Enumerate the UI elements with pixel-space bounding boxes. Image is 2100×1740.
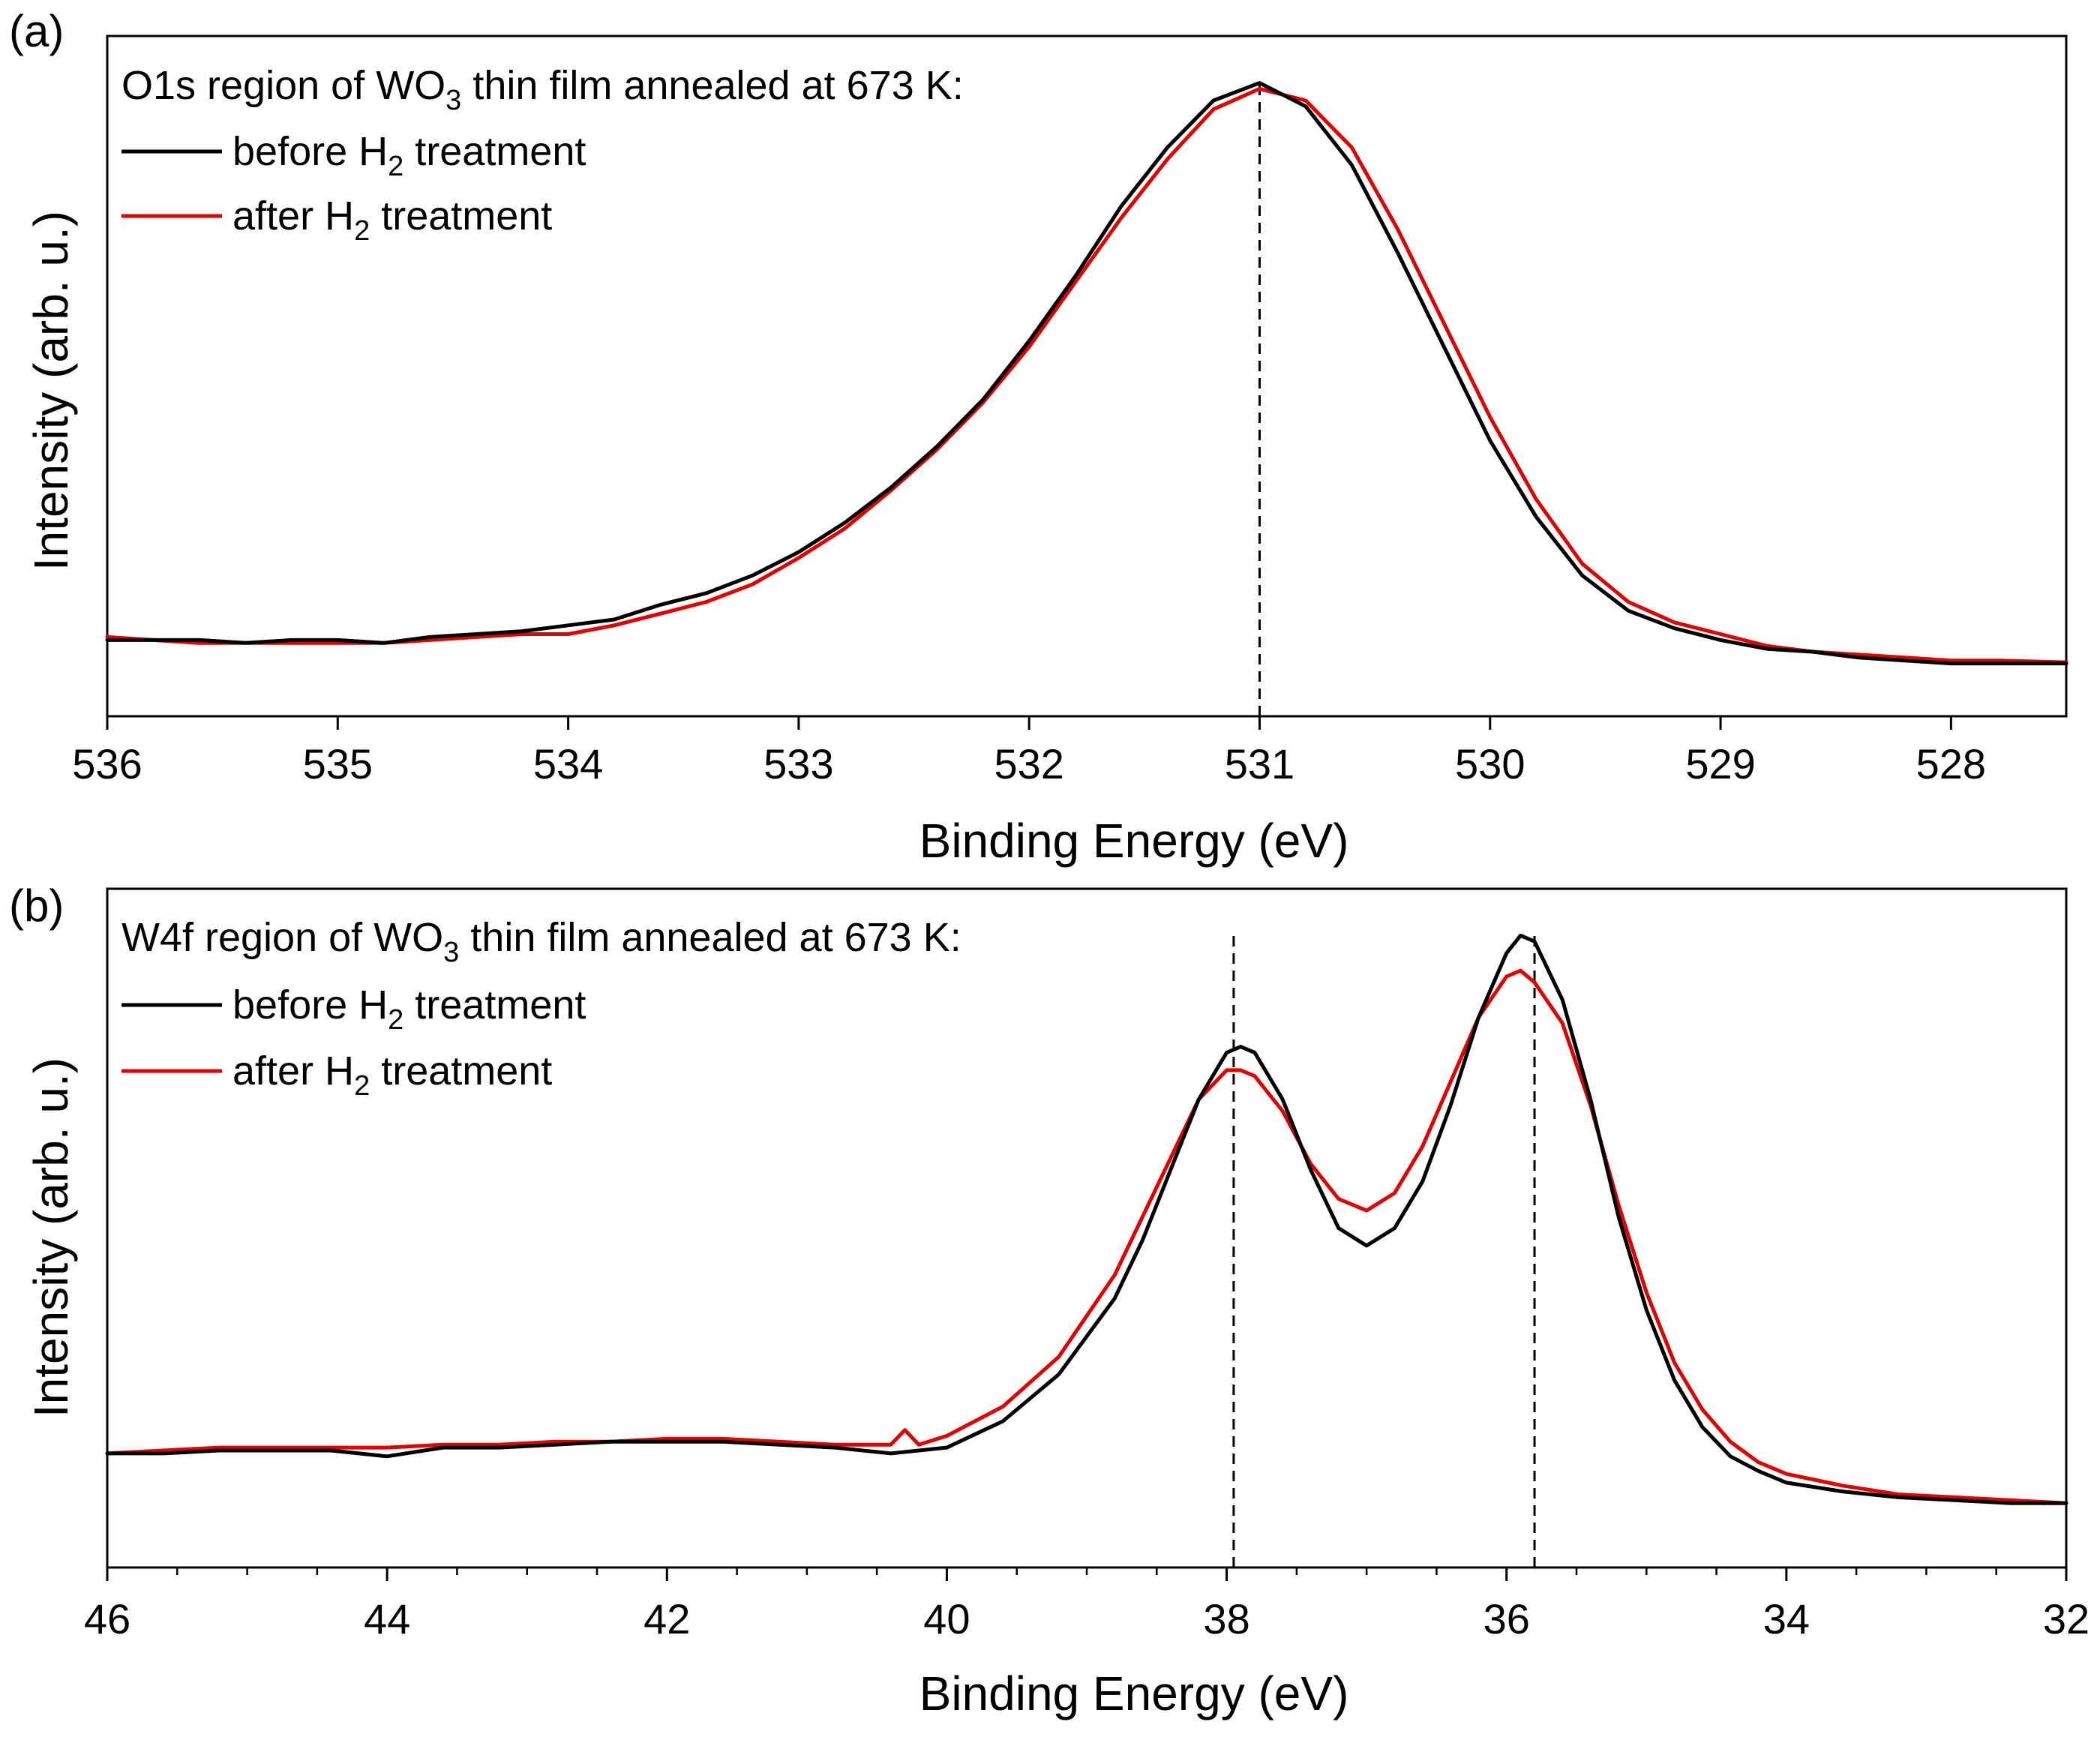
x-tick-label: 530 — [1455, 740, 1525, 788]
plot-frame — [106, 34, 2068, 718]
y-axis-label: Intensity (arb. u.) — [24, 1058, 78, 1418]
x-tick-label: 531 — [1225, 740, 1294, 788]
series-before — [105, 933, 2068, 1505]
x-axis-ticks: 536 535 534 533 532 531 530 529 528 — [72, 716, 1986, 788]
x-tick-label: 536 — [72, 740, 142, 788]
legend-label-before: before H2 treatment — [232, 129, 586, 182]
x-tick-label: 36 — [1484, 1595, 1530, 1642]
x-tick-label: 46 — [84, 1595, 130, 1642]
y-axis-label: Intensity (arb. u.) — [24, 211, 78, 571]
x-axis-label: Binding Energy (eV) — [920, 814, 1349, 868]
series-group — [105, 933, 2068, 1505]
x-axis-ticks: 46 44 42 40 38 36 34 32 — [84, 1568, 2090, 1642]
plot-frame — [106, 887, 2068, 1569]
legend-label-after: after H2 treatment — [232, 194, 552, 247]
panel-a: (a) 536 535 534 533 532 531 530 529 528 O1s regi… — [9, 6, 2068, 868]
plot-title: O1s region of WO3 thin film annealed at … — [122, 63, 964, 116]
x-tick-label: 528 — [1916, 740, 1986, 788]
panel-label: (a) — [9, 6, 64, 56]
series-before — [105, 81, 2068, 666]
series-group — [105, 81, 2068, 666]
x-tick-label: 32 — [2043, 1595, 2090, 1642]
x-tick-label: 534 — [533, 740, 603, 788]
legend-label-before: before H2 treatment — [232, 982, 586, 1036]
x-tick-label: 533 — [764, 740, 833, 788]
x-axis-label: Binding Energy (eV) — [920, 1666, 1349, 1720]
x-tick-label: 535 — [303, 740, 373, 788]
legend-label-after: after H2 treatment — [232, 1048, 552, 1102]
panel-label: (b) — [9, 880, 64, 931]
series-after — [105, 86, 2068, 664]
x-tick-label: 38 — [1203, 1595, 1250, 1642]
panel-b: (b) 46 44 42 40 38 36 34 32 W4f region of WO3 t… — [9, 880, 2090, 1720]
x-tick-label: 529 — [1685, 740, 1755, 788]
plot-title: W4f region of WO3 thin film annealed at … — [122, 915, 962, 968]
x-tick-label: 34 — [1763, 1595, 1810, 1642]
reference-lines — [1232, 935, 1536, 1568]
x-tick-label: 40 — [923, 1595, 970, 1642]
x-tick-label: 532 — [994, 740, 1064, 788]
x-tick-label: 44 — [364, 1595, 410, 1642]
x-tick-label: 42 — [644, 1595, 690, 1642]
